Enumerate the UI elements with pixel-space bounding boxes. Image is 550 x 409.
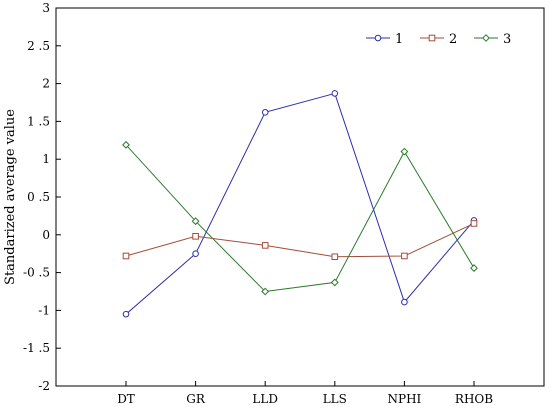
series-line (125, 144, 475, 293)
x-tick-label: GR (186, 392, 206, 406)
series-line (125, 223, 475, 258)
y-tick-label: -1 .5 (23, 341, 50, 355)
y-tick-label: -1 (38, 303, 50, 317)
y-tick-label: 1 (42, 152, 50, 166)
legend-label: 1 (395, 32, 403, 47)
data-point (122, 310, 130, 318)
x-tick-label: NPHI (388, 392, 422, 406)
legend: 1 2 3 (366, 32, 511, 47)
x-tick-label: DT (117, 392, 135, 406)
data-point (192, 250, 199, 257)
data-point (401, 252, 408, 260)
y-tick-label: 1 .5 (27, 114, 50, 128)
y-tick-label: -0 .5 (23, 266, 50, 280)
data-point (401, 298, 408, 306)
data-point (470, 264, 478, 272)
x-tick-label: LLS (323, 392, 347, 406)
data-point (191, 217, 200, 226)
x-axis: DT GR LLD LLS NPHI RHOB (117, 381, 493, 406)
y-axis: 3 2 .5 2 1 .5 1 0 .5 0 -0 .5 -1 -1 .5 -2 (23, 1, 61, 393)
y-tick-label: 3 (42, 1, 50, 15)
y-tick-label: 2 .5 (27, 39, 50, 53)
legend-marker (374, 34, 382, 42)
data-point (122, 252, 130, 260)
data-point (470, 220, 478, 227)
data-point (261, 109, 269, 116)
data-point (330, 278, 339, 287)
legend-marker (428, 34, 436, 42)
data-point (192, 233, 199, 240)
data-point (331, 253, 339, 261)
legend-label: 3 (503, 32, 511, 47)
series-1 (122, 90, 478, 318)
plot-frame (55, 7, 545, 387)
series-2 (122, 220, 478, 261)
legend-marker (482, 34, 490, 42)
data-point (261, 287, 270, 296)
series-layer (122, 90, 478, 318)
series-line (125, 92, 475, 315)
data-point (331, 90, 339, 97)
y-axis-title: Standarized average value (3, 109, 18, 285)
y-tick-label: -2 (38, 379, 50, 393)
y-tick-label: 0 .5 (27, 190, 50, 204)
data-point (261, 242, 269, 249)
data-point (400, 147, 409, 156)
x-tick-label: RHOB (455, 392, 493, 406)
series-3 (122, 140, 478, 296)
y-tick-label: 2 (42, 77, 50, 91)
legend-label: 2 (449, 32, 457, 47)
data-point (122, 140, 130, 149)
y-tick-label: 0 (42, 228, 50, 242)
x-tick-label: LLD (252, 392, 278, 406)
